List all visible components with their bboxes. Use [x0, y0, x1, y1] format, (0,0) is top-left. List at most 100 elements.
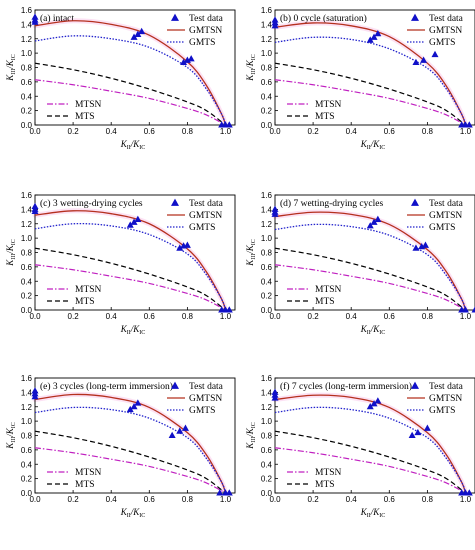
legend-label: GMTSN: [429, 211, 462, 221]
legend-label: MTSN: [315, 285, 342, 295]
legend-marker-test-data: [411, 198, 419, 206]
y-tick-label: 1.6: [261, 374, 273, 383]
series-line-mts: [274, 62, 466, 126]
test-data-point: [176, 244, 184, 251]
panel-title: (f) 7 cycles (long-term immersion): [280, 381, 412, 392]
test-data-point: [366, 222, 374, 229]
x-tick-label: 0.8: [182, 127, 194, 136]
series-line-gmts: [34, 35, 227, 126]
test-data-point: [374, 29, 382, 37]
x-tick-label: 0.2: [68, 312, 80, 321]
legend-label: Test data: [189, 382, 224, 392]
x-tick-label: 0.4: [106, 312, 118, 321]
y-tick-label: 1.2: [21, 35, 33, 44]
test-data-point: [370, 33, 378, 40]
test-data-point: [412, 58, 420, 65]
y-tick-label: 1.4: [21, 205, 33, 214]
y-tick-label: 0.0: [21, 121, 33, 130]
series-line-gmts: [274, 36, 467, 126]
legend-label: MTS: [315, 112, 335, 122]
test-data-point: [271, 394, 279, 401]
test-data-point: [168, 431, 176, 439]
test-data-point: [134, 399, 142, 406]
series-line-mtsn: [274, 264, 466, 311]
test-data-point: [370, 400, 378, 407]
legend-label: MTSN: [75, 468, 102, 478]
legend-label: MTS: [315, 297, 335, 307]
y-tick-label: 1.6: [261, 191, 273, 200]
x-tick-label: 0.2: [68, 495, 80, 504]
y-tick-label: 1.0: [261, 234, 273, 243]
test-data-point: [225, 489, 233, 496]
y-tick-label: 0.0: [21, 306, 33, 315]
series-line-gmts: [34, 222, 227, 311]
legend-label: GMTS: [429, 38, 455, 48]
y-tick-label: 1.2: [261, 220, 273, 229]
y-tick-label: 0.4: [21, 92, 33, 101]
y-tick-label: 0.6: [21, 78, 33, 87]
y-tick-label: 0.0: [21, 489, 33, 498]
test-data-point: [374, 215, 382, 222]
x-tick-label: 0.0: [269, 312, 281, 321]
x-tick-label: 0.4: [346, 127, 358, 136]
x-tick-label: 0.8: [422, 495, 434, 504]
x-tick-label: 0.2: [308, 312, 320, 321]
test-data-point: [130, 33, 138, 40]
legend-label: GMTS: [429, 223, 455, 233]
test-data-point: [423, 424, 431, 431]
test-data-point: [180, 58, 188, 65]
legend-label: MTSN: [315, 468, 342, 478]
y-axis-label: KIII/KIC: [5, 422, 17, 450]
legend-label: MTSN: [315, 100, 342, 110]
test-data-point: [271, 16, 279, 23]
y-tick-label: 1.0: [261, 417, 273, 426]
test-data-point: [465, 489, 473, 496]
legend-label: MTSN: [75, 285, 102, 295]
legend-label: MTS: [75, 112, 95, 122]
test-data-point: [471, 306, 475, 313]
y-tick-label: 0.2: [21, 475, 33, 484]
x-tick-label: 0.6: [384, 312, 396, 321]
test-data-point: [126, 405, 134, 413]
legend-label: Test data: [429, 14, 464, 24]
test-data-point: [420, 56, 428, 63]
x-tick-label: 1.0: [460, 127, 472, 136]
legend-label: MTS: [315, 480, 335, 490]
x-tick-label: 0.4: [106, 495, 118, 504]
y-tick-label: 0.4: [261, 277, 273, 286]
y-tick-label: 0.4: [21, 277, 33, 286]
test-data-point: [465, 121, 473, 128]
x-axis-label: KII/KIC: [120, 507, 146, 519]
legend-label: MTS: [75, 480, 95, 490]
y-tick-label: 0.0: [261, 489, 273, 498]
y-tick-label: 0.8: [261, 64, 273, 73]
y-tick-label: 1.4: [21, 20, 33, 29]
panel-title: (e) 3 cycles (long-term immersion): [40, 381, 173, 392]
x-tick-label: 1.0: [220, 127, 232, 136]
legend-label: MTS: [75, 297, 95, 307]
legend-label: Test data: [429, 382, 464, 392]
y-tick-label: 0.0: [261, 306, 273, 315]
y-tick-label: 0.8: [21, 432, 33, 441]
y-tick-label: 0.8: [261, 249, 273, 258]
test-data-point: [225, 306, 233, 313]
y-tick-label: 0.2: [261, 292, 273, 301]
y-axis-label: KIII/KIC: [245, 54, 257, 82]
series-line-gmts: [274, 223, 467, 311]
x-tick-label: 0.6: [144, 495, 156, 504]
y-tick-label: 1.0: [21, 234, 33, 243]
test-data-point: [216, 489, 224, 496]
legend-marker-test-data: [171, 13, 179, 21]
x-tick-label: 0.4: [346, 312, 358, 321]
y-tick-label: 0.6: [261, 78, 273, 87]
x-tick-label: 1.0: [460, 312, 472, 321]
y-tick-label: 1.4: [261, 388, 273, 397]
y-tick-label: 0.8: [21, 249, 33, 258]
chart-panel-1: 0.0 0.2 0.4 0.6 0.8 1.0 0.0 0.2 0.4 0.6 0.8 1.0 1.2 1…: [5, 6, 236, 151]
test-data-point: [414, 428, 422, 436]
y-tick-label: 0.6: [261, 446, 273, 455]
series-line-gmts: [34, 406, 227, 494]
test-data-point: [366, 36, 374, 43]
x-tick-label: 0.8: [422, 127, 434, 136]
